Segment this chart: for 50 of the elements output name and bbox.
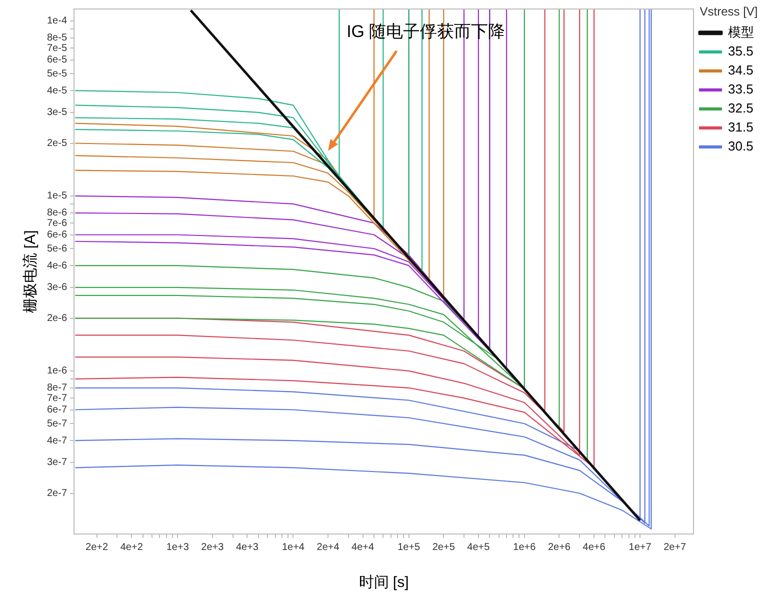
y-tick-label: 5e-7 [47,418,68,430]
y-tick-label: 3e-7 [47,457,68,468]
legend-label: 33.5 [728,81,754,96]
y-tick-label: 2e-7 [47,488,68,499]
y-tick-label: 2e-6 [47,313,68,324]
y-tick-label: 1e-6 [47,366,68,377]
y-axis-title: 栅极电流 [A] [22,230,40,313]
y-tick-label: 3e-6 [47,282,68,294]
y-tick-label: 7e-5 [47,42,68,54]
x-tick-label: 2e+2 [86,542,109,553]
y-tick-label: 8e-7 [47,382,68,394]
y-tick-label: 6e-5 [47,54,68,66]
y-tick-label: 1e-4 [47,16,68,27]
legend-label: 31.5 [728,119,754,134]
x-tick-label: 2e+5 [432,542,456,553]
y-tick-label: 2e-5 [47,138,68,149]
x-tick-label: 2e+6 [548,542,571,553]
x-tick-label: 1e+4 [282,542,305,553]
y-tick-label: 7e-7 [47,392,68,404]
x-tick-label: 2e+4 [316,542,340,553]
legend-label: 30.5 [728,138,754,154]
x-tick-label: 2e+3 [201,542,224,553]
y-tick-label: 5e-5 [47,68,68,80]
x-tick-label: 1e+7 [628,542,652,553]
legend-label: 34.5 [728,62,754,78]
y-tick-label: 8e-5 [47,32,68,44]
x-tick-label: 1e+5 [398,542,421,553]
y-tick-label: 1e-5 [47,190,68,202]
legend-label: 35.5 [728,43,754,58]
y-tick-label: 4e-7 [47,435,68,446]
y-tick-label: 4e-5 [47,85,68,96]
x-tick-label: 4e+3 [236,542,259,553]
y-tick-label: 8e-6 [47,208,68,219]
y-tick-label: 6e-6 [47,230,68,241]
y-tick-label: 6e-7 [47,404,68,416]
x-tick-label: 4e+2 [120,542,144,553]
x-tick-label: 4e+4 [352,542,375,553]
y-tick-label: 3e-5 [47,107,68,118]
legend-label: 32.5 [728,100,754,116]
x-axis-title: 时间 [s] [358,574,409,592]
x-tick-label: 1e+6 [513,542,536,553]
y-tick-label: 5e-6 [47,243,68,254]
x-tick-label: 4e+5 [467,542,490,553]
legend-label: 模型 [728,24,754,40]
x-tick-label: 2e+7 [664,542,687,553]
y-tick-label: 4e-6 [47,260,68,272]
legend-title: Vstress [V] [700,4,758,18]
x-tick-label: 1e+3 [166,542,190,553]
x-tick-label: 4e+6 [582,542,606,553]
y-tick-label: 7e-6 [47,218,68,229]
